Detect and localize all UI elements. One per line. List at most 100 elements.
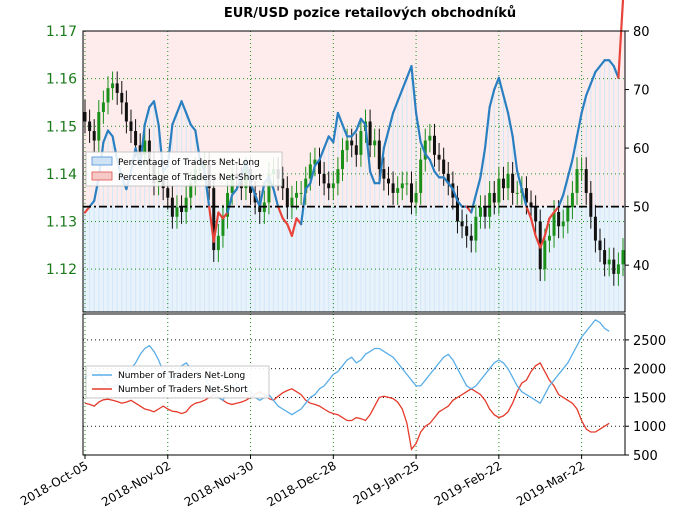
net-short-count-line: [84, 361, 610, 451]
pct-net-long-segment: [617, 0, 625, 79]
pct-net-long-segment: [575, 111, 583, 138]
candle-body: [488, 192, 492, 217]
x-tick-label: 2019-Jan-25: [351, 458, 422, 507]
x-tick-label: 2018-Oct-05: [18, 458, 90, 508]
candle-body: [506, 173, 510, 189]
pct-net-long-segment: [520, 187, 528, 208]
pct-net-long-segment: [580, 94, 588, 115]
legend-label-net-long-pct: Percentage of Traders Net-Long: [118, 158, 260, 168]
bottom-legend: Number of Traders Net-Long Number of Tra…: [85, 365, 270, 399]
candle-body: [322, 173, 326, 184]
pct-net-long-segment: [290, 217, 298, 237]
candle-body: [589, 192, 593, 217]
pct-net-long-segment: [106, 129, 114, 138]
candle-body: [621, 250, 625, 265]
candle-body: [382, 169, 386, 179]
pct-net-long-segment: [433, 170, 441, 179]
candle-body: [368, 121, 372, 146]
pct-net-long-segment: [350, 129, 358, 138]
count-tick-label: 1500: [633, 391, 666, 406]
candle-body: [281, 178, 285, 189]
candle-body: [304, 178, 308, 193]
pct-net-long-segment: [562, 176, 569, 197]
x-tick-label: 2019-Mar-22: [514, 458, 587, 508]
pct-net-long-segment: [221, 211, 229, 220]
pct-net-long-segment: [516, 170, 523, 191]
pct-net-long-segment: [488, 88, 496, 109]
bottom-legend-box: [85, 365, 270, 399]
pct-net-long-segment: [272, 187, 280, 208]
pct-net-long-segment: [493, 76, 500, 91]
candle-body: [88, 121, 92, 132]
candle-body: [134, 131, 138, 146]
pct-net-long-segment: [598, 59, 606, 68]
pct-net-long-segment: [88, 199, 96, 208]
price-tick-label: 1.13: [46, 215, 77, 231]
x-tick-label: 2018-Nov-02: [99, 458, 173, 509]
pct-tick-label: 80: [633, 25, 650, 40]
legend-label-net-short-pct: Percentage of Traders Net-Short: [118, 173, 263, 183]
candle-body: [598, 240, 602, 251]
candle-body: [318, 159, 322, 174]
candle-body: [497, 178, 501, 203]
pct-net-long-segment: [231, 187, 238, 197]
candle-body: [120, 92, 124, 103]
candle-body: [115, 83, 119, 93]
candle-body: [345, 140, 349, 151]
pct-net-long-segment: [175, 100, 183, 115]
candle-body: [386, 178, 390, 184]
candle-body: [409, 183, 413, 203]
candle-body: [405, 183, 409, 185]
pct-net-long-segment: [525, 205, 533, 220]
candle-body: [478, 207, 482, 217]
candle-body: [446, 173, 450, 184]
legend-label-net-short-count: Number of Traders Net-Short: [118, 385, 248, 395]
candle-body: [170, 197, 174, 217]
candle-body: [341, 150, 345, 170]
chart-title: EUR/USD pozice retailových obchodníků: [224, 6, 516, 21]
pct-net-long-segment: [226, 193, 234, 214]
pct-tick-label: 70: [633, 84, 650, 99]
pct-net-long-segment: [479, 146, 487, 179]
candle-body: [455, 197, 459, 222]
x-tick-label: 2018-Nov-30: [182, 458, 256, 509]
pct-net-long-segment: [286, 223, 294, 237]
pct-net-long-segment: [189, 123, 197, 132]
candle-body: [552, 211, 556, 236]
top-panel-frame: [82, 30, 626, 313]
pct-net-long-segment: [451, 187, 459, 202]
candle-body: [354, 145, 358, 155]
pct-net-long-segment: [447, 182, 454, 191]
pct-net-long-segment: [401, 76, 408, 91]
pct-net-long-segment: [608, 59, 615, 68]
pct-net-long-segment: [332, 111, 340, 144]
pct-net-long-segment: [217, 211, 225, 220]
pct-tick-label: 50: [633, 201, 650, 216]
pct-net-long-segment: [410, 65, 418, 115]
candle-body: [575, 169, 579, 193]
count-tick-label: 500: [633, 449, 658, 464]
candle-body: [175, 207, 179, 217]
candle-body: [295, 192, 299, 198]
pct-tick-label: 60: [633, 142, 650, 157]
top-legend-box: [85, 151, 283, 187]
candle-body: [290, 197, 294, 208]
candle-body: [515, 192, 519, 194]
x-tick-label: 2019-Feb-22: [432, 458, 505, 508]
pct-net-long-segment: [424, 152, 431, 161]
candle-body: [534, 207, 538, 222]
pct-net-long-segment: [552, 205, 560, 214]
candle-body: [524, 188, 528, 203]
pct-net-long-segment: [323, 135, 330, 150]
pct-net-long-segment: [497, 76, 505, 97]
candle-body: [101, 102, 105, 112]
pct-net-long-segment: [529, 217, 537, 237]
candle-body: [465, 226, 469, 236]
pct-net-long-segment: [378, 146, 385, 185]
candle-body: [111, 83, 115, 89]
pct-net-long-segment: [589, 70, 597, 85]
pct-net-long-segment: [364, 123, 372, 173]
pct-net-long-segment: [391, 100, 399, 115]
candle-body: [166, 188, 170, 198]
